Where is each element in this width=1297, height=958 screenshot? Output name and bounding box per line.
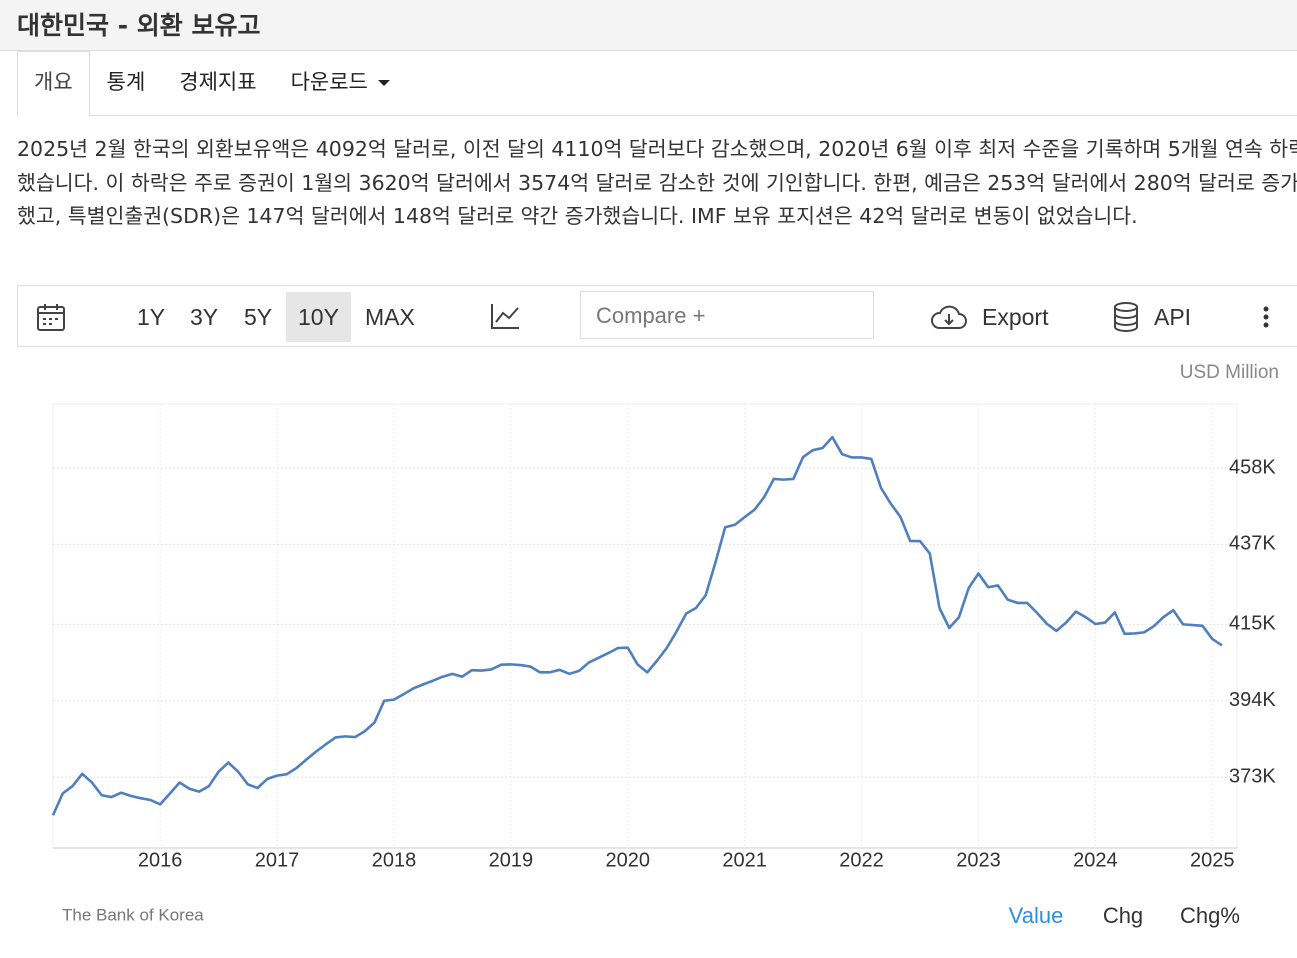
toolbar: Compare + Export API 1Y 3Y 5Y 10Y MAX — [17, 285, 1297, 347]
range-button[interactable]: MAX — [365, 304, 415, 330]
x-tick-label: 2025 — [1190, 849, 1235, 871]
tab-label: 경제지표 — [179, 70, 257, 94]
source: The Bank of Korea — [62, 905, 204, 924]
tab-bar: 개요 통계 경제지표 다운로드 — [17, 51, 1297, 116]
tab[interactable]: 경제지표 — [162, 51, 273, 115]
dropdown-caret — [377, 80, 390, 86]
tab-label: 다운로드 — [290, 70, 368, 94]
x-tick-label: 2022 — [839, 849, 884, 871]
chart: USD Million The Bank of Korea 373K 394K 41… — [51, 362, 1279, 928]
page-title: 대한민국 - 외환 보유고 — [17, 11, 261, 40]
x-tick-label: 2019 — [489, 849, 534, 871]
tab-label: 통계 — [106, 70, 146, 94]
api-button[interactable]: API — [1154, 304, 1192, 330]
y-tick-label: 394K — [1229, 689, 1276, 711]
view-button[interactable]: Chg% — [1180, 903, 1240, 928]
more-icon[interactable] — [1261, 306, 1271, 330]
unit-label: USD Million — [1180, 362, 1279, 383]
view-button[interactable]: Value — [1009, 903, 1064, 928]
api-icon[interactable] — [1113, 301, 1141, 333]
y-tick-label: 458K — [1229, 456, 1276, 478]
range-button[interactable]: 1Y — [137, 304, 166, 330]
tab[interactable]: 개요 — [17, 51, 90, 116]
header: 대한민국 - 외환 보유고 — [0, 0, 1297, 51]
range-button[interactable]: 5Y — [244, 304, 273, 330]
export-icon[interactable] — [930, 303, 968, 331]
y-tick-label: 415K — [1229, 613, 1276, 635]
export-button[interactable]: Export — [982, 304, 1049, 330]
x-tick-label: 2018 — [372, 849, 417, 871]
tab[interactable]: 통계 — [90, 51, 163, 115]
description: 2025년 2월 한국의 외환보유액은 4092억 달러로, 이전 달의 411… — [17, 137, 1297, 228]
calendar-icon[interactable] — [36, 302, 66, 332]
view-button[interactable]: Chg — [1103, 903, 1143, 928]
x-tick-label: 2023 — [956, 849, 1001, 871]
plot-area — [52, 403, 1238, 849]
compare-input[interactable]: Compare + — [580, 291, 874, 339]
x-tick-label: 2021 — [722, 849, 767, 871]
data-line — [51, 435, 1223, 816]
chart-type-icon[interactable] — [490, 302, 520, 330]
tab[interactable]: 다운로드 — [274, 51, 407, 115]
x-tick-label: 2024 — [1073, 849, 1118, 871]
tab-label: 개요 — [34, 70, 73, 94]
x-tick-label: 2017 — [255, 849, 300, 871]
y-tick-label: 373K — [1229, 765, 1276, 787]
y-tick-label: 437K — [1229, 533, 1276, 555]
x-tick-label: 2020 — [606, 849, 651, 871]
range-button[interactable]: 3Y — [190, 304, 219, 330]
range-button[interactable]: 10Y — [286, 292, 351, 342]
x-tick-label: 2016 — [138, 849, 183, 871]
